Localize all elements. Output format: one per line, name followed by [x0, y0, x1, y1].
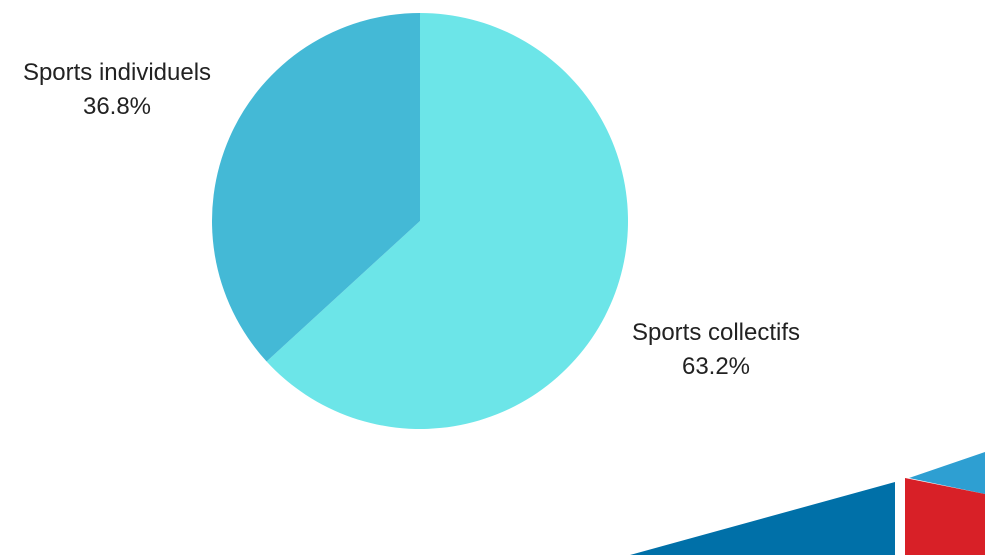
slice-percent-sports-collectifs: 63.2% — [681, 353, 751, 380]
slice-label-sports-individuels: Sports individuels 36.8% — [8, 56, 226, 124]
pie-slice-sports-collectifs — [266, 13, 629, 429]
slice-name-sports-individuels: Sports individuels — [22, 59, 212, 86]
slice-label-sports-collectifs: Sports collectifs 63.2% — [612, 316, 820, 384]
slice-name-sports-collectifs: Sports collectifs — [631, 319, 801, 346]
pie-slice-sports-individuels — [212, 13, 420, 362]
slice-percent-sports-individuels: 36.8% — [82, 93, 152, 120]
